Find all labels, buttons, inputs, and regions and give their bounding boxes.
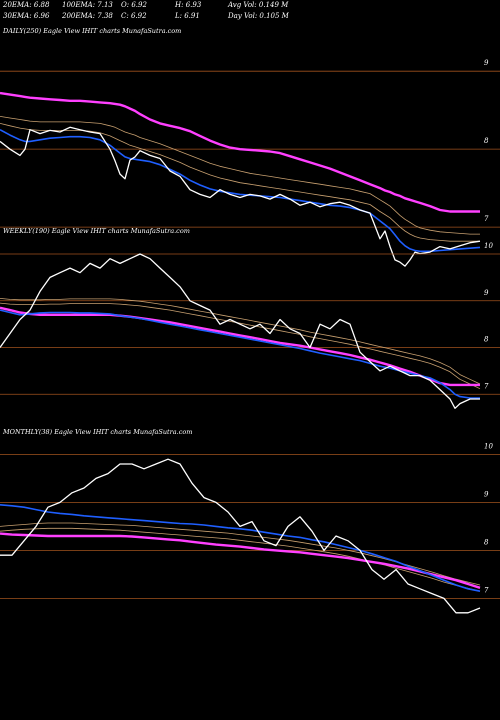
daily-panel-label: DAILY(250) Eagle View IHIT charts Munafa… xyxy=(3,27,182,35)
ema-slow-line xyxy=(0,306,480,387)
close-value: C: 6.92 xyxy=(121,12,147,20)
ema-fast-line xyxy=(0,309,480,399)
daily-chart: 9 8 7 xyxy=(0,59,500,267)
ema-band-line xyxy=(0,116,480,235)
ema-band-line xyxy=(0,298,481,385)
ema30-value: 30EMA: 6.96 xyxy=(3,12,50,20)
monthly-chart: 10 9 8 7 xyxy=(0,442,500,614)
y-tick-label: 10 xyxy=(484,242,493,250)
ema100-value: 100EMA: 7.13 xyxy=(62,1,113,9)
ema-fast-line xyxy=(0,128,481,253)
weekly-panel-label: WEEKLY(190) Eagle View IHIT charts Munaf… xyxy=(3,227,190,235)
ema20-value: 20EMA: 6.88 xyxy=(3,1,50,9)
y-tick-label: 7 xyxy=(484,586,489,594)
ema-band-line xyxy=(0,302,481,390)
low-value: L: 6.91 xyxy=(175,12,200,20)
y-tick-label: 9 xyxy=(484,59,489,67)
avg-vol-value: Avg Vol: 0.149 M xyxy=(228,1,289,9)
y-tick-label: 8 xyxy=(484,336,489,344)
weekly-chart: 10 9 8 7 xyxy=(0,242,500,409)
price-line xyxy=(0,458,481,614)
open-value: O: 6.92 xyxy=(121,1,147,9)
y-tick-label: 7 xyxy=(484,382,489,390)
y-tick-label: 9 xyxy=(484,490,489,498)
ema-band-line xyxy=(0,522,481,586)
monthly-panel-label: MONTHLY(38) Eagle View IHIT charts Munaf… xyxy=(3,428,193,436)
ema-slow-line xyxy=(0,91,480,213)
high-value: H: 6.93 xyxy=(175,1,202,9)
ema200-value: 200EMA: 7.38 xyxy=(62,12,113,20)
y-tick-label: 8 xyxy=(484,538,489,546)
y-tick-label: 10 xyxy=(484,442,493,450)
ema-slow-line xyxy=(0,532,481,589)
price-line xyxy=(0,126,481,267)
ema-band-line xyxy=(0,527,481,592)
ema-fast-line xyxy=(0,504,481,592)
price-line xyxy=(0,253,480,409)
y-tick-label: 8 xyxy=(484,137,489,145)
day-vol-value: Day Vol: 0.105 M xyxy=(228,12,289,20)
y-tick-label: 9 xyxy=(484,289,489,297)
ema-band-line xyxy=(0,123,480,242)
y-tick-label: 7 xyxy=(484,215,489,223)
